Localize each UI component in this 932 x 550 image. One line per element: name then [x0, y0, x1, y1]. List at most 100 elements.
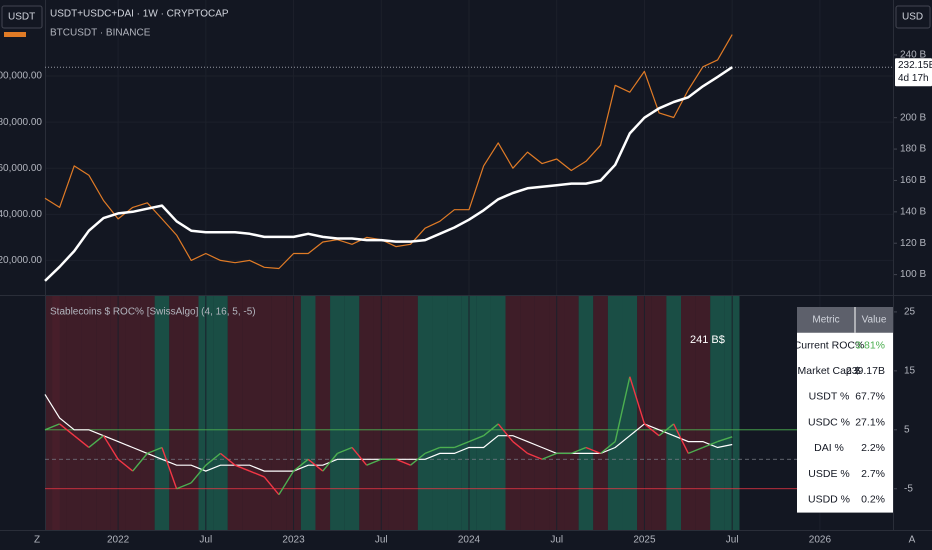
table-metric: USDD %: [808, 494, 850, 506]
y-tick-label: 25: [904, 307, 916, 318]
table-metric: USDT %: [809, 391, 850, 403]
signal-band: [81, 296, 97, 530]
y2-tick-label: 240 B: [900, 50, 926, 61]
signal-band: [710, 296, 725, 530]
roc-segment: [44, 423, 60, 431]
signal-band: [388, 296, 404, 530]
table-value: 239.17B: [846, 365, 885, 377]
roc-segment: [59, 423, 75, 437]
y2-tick-label: 200 B: [900, 112, 926, 123]
signal-band: [140, 296, 155, 530]
corner-left[interactable]: Z: [34, 535, 40, 546]
legend-btc[interactable]: BTCUSDT · BINANCE: [50, 28, 151, 39]
roc-segment: [337, 446, 353, 455]
x-tick-label: Jul: [726, 535, 739, 546]
y2-tick-label: 180 B: [900, 144, 926, 155]
right-currency-box[interactable]: [895, 5, 931, 29]
right-currency[interactable]: USD: [902, 12, 923, 23]
roc-segment: [702, 440, 718, 449]
roc-segment: [132, 452, 148, 472]
signal-band: [213, 296, 228, 530]
indicator-title[interactable]: Stablecoins $ ROC% [SwissAlgo] (4, 16, 5…: [50, 307, 256, 318]
corner-right[interactable]: A: [909, 535, 916, 546]
annotation: 241 B$: [690, 334, 725, 346]
y2-tick-label: 100 B: [900, 269, 926, 280]
signal-band: [169, 296, 184, 530]
roc-segment: [205, 452, 221, 466]
signal-band: [432, 296, 448, 530]
y-tick-label: 15: [904, 365, 916, 376]
signal-band: [578, 296, 594, 530]
x-tick-label: 2025: [633, 535, 656, 546]
roc-segment: [497, 423, 514, 443]
x-tick-label: 2026: [809, 535, 832, 546]
y-tick-label: 20,000.00: [0, 255, 42, 266]
y-tick-label: 80,000.00: [0, 117, 42, 128]
x-tick-label: Jul: [550, 535, 563, 546]
roc-segment: [73, 435, 90, 449]
roc-segment: [220, 452, 236, 466]
signal-band: [476, 296, 491, 530]
roc-segment: [512, 441, 528, 454]
legend-main[interactable]: USDT+USDC+DAI · 1W · CRYPTOCAP: [50, 9, 229, 20]
signal-band: [242, 296, 257, 530]
series-line: [44, 66, 733, 282]
left-series-marker: [4, 32, 26, 37]
signal-band: [271, 296, 287, 530]
table-metric: USDE %: [808, 468, 849, 480]
signal-band: [417, 296, 433, 530]
roc-segment: [366, 458, 382, 466]
table-metric: Current ROC%: [794, 339, 865, 351]
y-tick-label: 40,000.00: [0, 209, 42, 220]
roc-segment: [717, 436, 733, 443]
signal-band: [344, 296, 360, 530]
series-line: [44, 34, 733, 270]
table-value: 0.2%: [861, 494, 885, 506]
roc-segment: [585, 446, 601, 455]
price-label: 232.15B: [898, 60, 932, 71]
signal-band: [490, 296, 506, 530]
signal-band: [666, 296, 681, 530]
signal-band: [183, 296, 199, 530]
y-tick-label: 100,000.00: [0, 71, 42, 82]
countdown: 4d 17h: [898, 73, 929, 84]
roc-segment: [629, 376, 646, 425]
roc-segment: [102, 435, 119, 460]
roc-segment: [424, 446, 441, 455]
roc-segment: [249, 470, 265, 478]
bands: [45, 296, 740, 530]
table-body-bg: [797, 332, 893, 513]
left-currency[interactable]: USDT: [8, 12, 35, 23]
signal-band: [330, 296, 345, 530]
roc-segment: [293, 458, 309, 472]
signal-band: [359, 296, 374, 530]
signal-band: [154, 296, 170, 530]
roc-segment: [410, 452, 426, 466]
roc-segment: [468, 435, 484, 443]
roc-segment: [161, 447, 178, 489]
left-currency-box[interactable]: [1, 5, 43, 29]
roc-segment: [307, 458, 324, 472]
roc-segment: [658, 423, 675, 437]
x-tick-label: 2022: [107, 535, 130, 546]
signal-band: [227, 296, 243, 530]
y2-tick-label: 140 B: [900, 206, 926, 217]
x-tick-label: 2024: [458, 535, 481, 546]
table-value: 67.7%: [855, 391, 885, 403]
signal-band: [622, 296, 638, 530]
roc-segment: [600, 441, 616, 454]
table-value: 3.81%: [855, 339, 885, 351]
table-metric: Market Cap $: [797, 365, 860, 377]
roc-segment: [117, 458, 134, 472]
x-tick-label: Jul: [375, 535, 388, 546]
roc-segment: [278, 470, 295, 496]
y2-tick-label: 120 B: [900, 238, 926, 249]
signal-band: [403, 296, 418, 530]
table-header: Value: [862, 314, 887, 325]
roc-segment: [147, 446, 163, 455]
signal-band: [681, 296, 696, 530]
roc-segment: [541, 452, 557, 460]
roc-segment: [454, 440, 470, 449]
